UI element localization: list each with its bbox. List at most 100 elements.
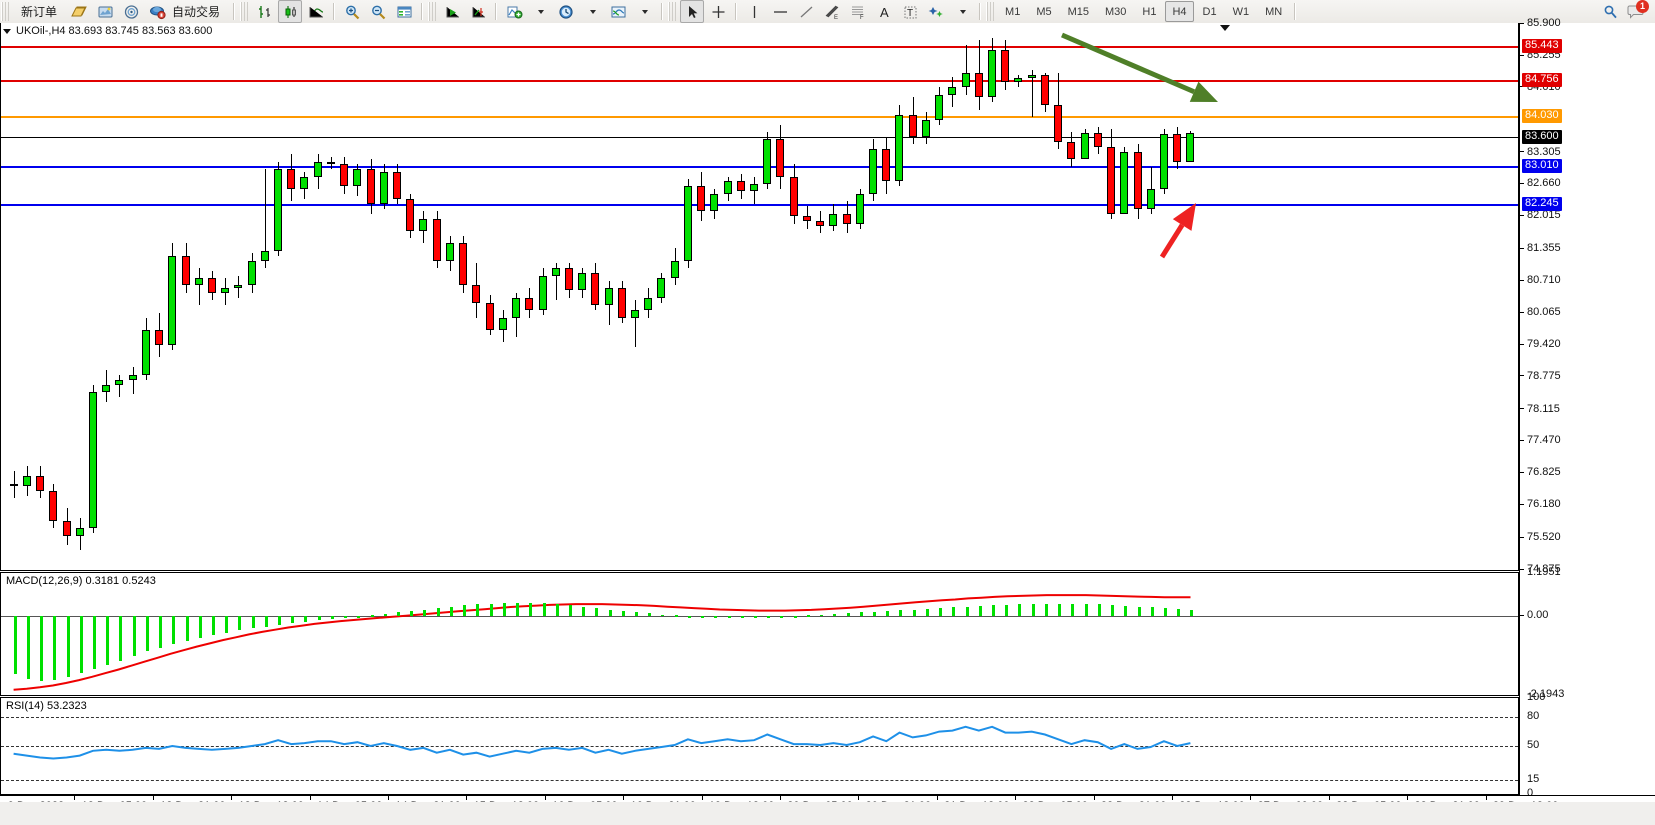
candle-body <box>816 221 824 227</box>
candle-body <box>314 161 322 177</box>
price-level-line-pivot-2[interactable] <box>1 115 1518 118</box>
candle-body <box>340 164 348 187</box>
timeframe-mn[interactable]: MN <box>1265 5 1283 18</box>
macd-histogram-bar <box>1138 606 1141 616</box>
candle-body <box>63 520 71 536</box>
price-level-label-resistance[interactable]: 84.756 <box>1522 72 1562 87</box>
timeframe-m5[interactable]: M5 <box>1036 5 1052 18</box>
bar-chart-icon[interactable] <box>252 0 276 23</box>
chart-menu-triangle-icon[interactable] <box>3 28 11 34</box>
timeframe-m30[interactable]: M30 <box>1105 5 1127 18</box>
toolbar-grip[interactable] <box>1 2 9 21</box>
candle-wick <box>119 374 120 397</box>
price-level-label-support[interactable]: 83.010 <box>1522 159 1562 174</box>
macd-histogram-bar <box>847 613 850 616</box>
price-scale[interactable]: 85.900 85.255 84.610 83.305 82.660 82.015 81.3… <box>1519 17 1655 799</box>
macd-histogram-bar <box>1098 604 1101 616</box>
chart-toolbar-grip[interactable] <box>240 2 249 21</box>
candle-body <box>962 72 970 88</box>
candle-body <box>76 528 84 536</box>
timeframe-w1[interactable]: W1 <box>1232 5 1250 18</box>
candle-body <box>486 302 494 331</box>
toolbar-separator-2 <box>333 3 336 20</box>
period-dropdown-caret[interactable] <box>580 0 604 23</box>
autotrading-button[interactable]: 自动交易 <box>145 0 228 23</box>
candle-body <box>221 287 229 293</box>
macd-histogram-bar <box>899 610 902 616</box>
market-watch-icon[interactable] <box>119 0 143 23</box>
candle-body <box>419 218 427 231</box>
price-level-line-last-price-3[interactable] <box>1 136 1518 138</box>
price-tick-81.355: 81.355 <box>1520 242 1561 254</box>
macd-histogram-bar <box>371 615 374 617</box>
profiles-icon[interactable] <box>93 0 117 23</box>
up-bounce-arrow-head <box>1172 203 1196 231</box>
candle-body <box>578 273 586 291</box>
timeframe-toolbar-grip[interactable] <box>986 2 995 21</box>
text-label-icon[interactable]: T <box>898 0 922 23</box>
horizontal-line-icon[interactable] <box>768 0 792 23</box>
text-icon[interactable]: A <box>872 0 896 23</box>
price-level-label-pivot[interactable]: 84.030 <box>1522 108 1562 123</box>
macd-histogram-bar <box>93 616 96 669</box>
toolbar-separator-1 <box>233 3 236 20</box>
macd-histogram-bar <box>913 609 916 616</box>
timeframe-d1[interactable]: D1 <box>1202 5 1217 18</box>
candle-body <box>23 476 31 487</box>
new-order-button[interactable]: 新订单 <box>13 0 65 23</box>
folder-icon[interactable] <box>67 0 91 23</box>
chart-symbol-header[interactable]: UKOil-,H4 83.693 83.745 83.563 83.600 <box>3 25 212 37</box>
templates-dropdown-caret[interactable] <box>632 0 656 23</box>
alerts-icon[interactable]: 1 <box>1625 0 1649 23</box>
price-level-line-support-4[interactable] <box>1 166 1518 169</box>
macd-indicator-pane[interactable]: MACD(12,26,9) 0.3181 0.5243 <box>0 572 1519 696</box>
price-level-line-resistance-1[interactable] <box>1 79 1518 82</box>
candle-body <box>671 260 679 279</box>
price-level-line-support-5[interactable] <box>1 204 1518 206</box>
timeframe-h1[interactable]: H1 <box>1142 5 1157 18</box>
indicators-dropdown-caret[interactable] <box>528 0 552 23</box>
equidistant-channel-icon[interactable]: E <box>820 0 844 23</box>
macd-histogram-bar <box>741 616 744 618</box>
price-level-label-last-price[interactable]: 83.600 <box>1522 129 1562 144</box>
objects-toolbar-grip[interactable] <box>668 2 677 21</box>
price-level-line-resistance-0[interactable] <box>1 45 1518 48</box>
line-chart-icon[interactable] <box>304 0 328 23</box>
candle-body <box>657 278 665 298</box>
macd-histogram-bar <box>186 616 189 642</box>
price-pane[interactable]: UKOil-,H4 83.693 83.745 83.563 83.600 <box>0 23 1519 571</box>
vertical-line-icon[interactable] <box>742 0 766 23</box>
crosshair-icon[interactable] <box>706 0 730 23</box>
zoom-out-icon[interactable] <box>366 0 390 23</box>
scroll-toolbar-grip[interactable] <box>428 2 437 21</box>
chart-area[interactable]: UKOil-,H4 83.693 83.745 83.563 83.600 MA… <box>0 17 1655 825</box>
cursor-icon[interactable] <box>680 0 705 23</box>
svg-text:T: T <box>907 8 913 19</box>
indicators-icon[interactable] <box>502 0 526 23</box>
timeframe-m15[interactable]: M15 <box>1067 5 1089 18</box>
objects-dropdown-caret[interactable] <box>950 0 974 23</box>
search-icon[interactable] <box>1599 0 1623 23</box>
period-icon[interactable] <box>554 0 578 23</box>
time-tick-mark <box>231 795 233 800</box>
zoom-in-icon[interactable] <box>340 0 364 23</box>
macd-histogram-bar <box>146 616 149 652</box>
templates-icon[interactable] <box>606 0 630 23</box>
macd-histogram-bar <box>556 604 559 616</box>
timeframe-m1[interactable]: M1 <box>1005 5 1021 18</box>
grid-icon[interactable] <box>392 0 416 23</box>
auto-scroll-icon[interactable] <box>440 0 464 23</box>
rsi-indicator-pane[interactable]: RSI(14) 53.2323 <box>0 697 1519 795</box>
macd-histogram-bar <box>648 613 651 616</box>
price-level-label-resistance[interactable]: 85.443 <box>1522 38 1562 53</box>
price-tick-85.900: 85.900 <box>1520 17 1561 29</box>
candlestick-chart-icon[interactable] <box>278 0 303 23</box>
trendline-icon[interactable] <box>794 0 818 23</box>
fibonacci-icon[interactable]: F <box>846 0 870 23</box>
price-level-label-support[interactable]: 82.245 <box>1522 197 1562 211</box>
objects-icon[interactable] <box>924 0 948 23</box>
rsi-tick-50: 50 <box>1527 739 1540 751</box>
chart-shift-icon[interactable] <box>466 0 490 23</box>
macd-histogram-bar <box>1085 604 1088 616</box>
timeframe-h4[interactable]: H4 <box>1165 1 1194 22</box>
